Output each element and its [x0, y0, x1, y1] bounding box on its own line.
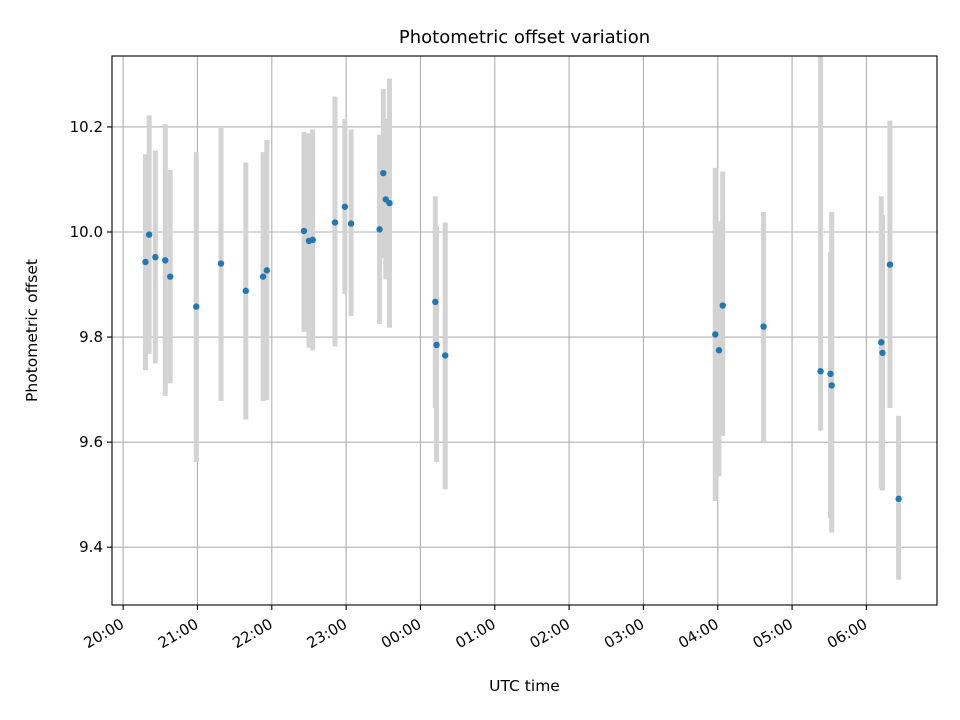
data-point — [217, 260, 225, 267]
data-point — [376, 226, 383, 233]
data-point — [347, 220, 355, 227]
data-point — [886, 261, 894, 268]
data-point — [432, 298, 439, 306]
data-point — [331, 219, 339, 226]
data-point — [817, 368, 824, 375]
data-point — [719, 302, 726, 309]
grid — [112, 56, 937, 605]
data-points — [142, 169, 902, 503]
y-tick-label: 9.4 — [79, 538, 103, 556]
data-point — [259, 273, 267, 280]
data-point — [309, 236, 316, 244]
data-point — [167, 273, 174, 280]
data-point — [300, 227, 308, 235]
x-axis-label: UTC time — [489, 677, 560, 695]
data-point — [145, 231, 153, 238]
data-point — [827, 370, 834, 378]
chart-title: Photometric offset variation — [399, 27, 650, 48]
y-axis-ticks: 9.4 9.6 9.8 10.0 10.2 — [70, 118, 112, 556]
data-point — [242, 287, 249, 295]
data-point — [895, 495, 902, 503]
y-tick-label: 10.0 — [70, 223, 103, 241]
data-point — [380, 169, 387, 177]
data-point — [341, 203, 349, 210]
y-axis-label: Photometric offset — [23, 259, 41, 402]
data-point — [162, 257, 169, 264]
data-point — [142, 258, 149, 266]
data-point — [442, 352, 449, 359]
data-point — [828, 382, 835, 389]
data-point — [386, 199, 393, 207]
y-tick-label: 9.6 — [79, 433, 103, 451]
data-point — [760, 323, 767, 330]
data-point — [878, 339, 885, 346]
data-point — [712, 331, 719, 338]
data-point — [152, 254, 159, 261]
data-point — [433, 341, 440, 349]
data-point — [193, 303, 200, 310]
data-point — [715, 347, 723, 354]
plot-frame — [111, 55, 938, 606]
y-tick-label: 9.8 — [79, 328, 103, 346]
data-point — [879, 349, 886, 357]
y-tick-label: 10.2 — [70, 118, 103, 136]
data-point — [263, 267, 271, 274]
